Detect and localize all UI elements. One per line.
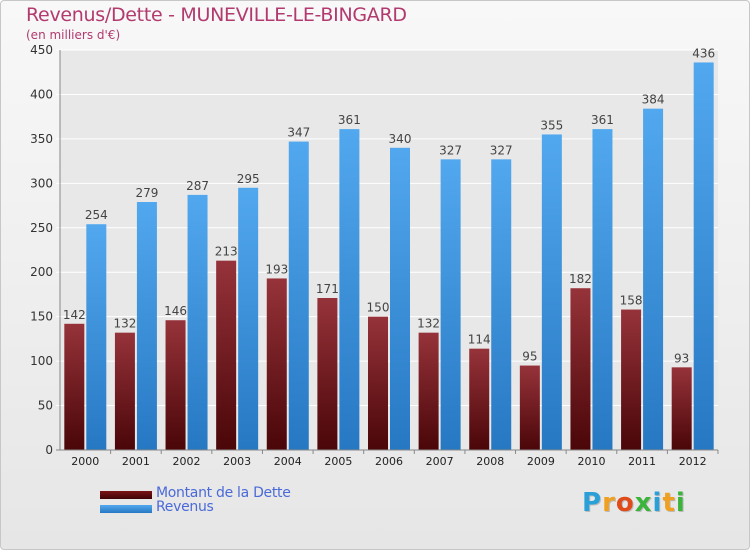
bar-revenus bbox=[643, 108, 664, 451]
logo-letter: t bbox=[662, 488, 676, 518]
data-label-dette: 193 bbox=[265, 262, 288, 276]
legend-label-dette: Montant de la Dette bbox=[156, 485, 291, 501]
y-tick-label: 50 bbox=[38, 399, 53, 413]
data-label-dette: 150 bbox=[367, 301, 390, 315]
bar-revenus bbox=[592, 129, 613, 450]
y-tick-label: 300 bbox=[30, 176, 53, 190]
bar-dette bbox=[114, 332, 135, 450]
data-label-revenus: 295 bbox=[237, 172, 260, 186]
bar-revenus bbox=[86, 224, 107, 450]
bar-revenus bbox=[491, 159, 512, 451]
data-label-revenus: 340 bbox=[389, 132, 412, 146]
bar-revenus bbox=[187, 194, 208, 450]
bar-dette bbox=[317, 298, 338, 450]
x-tick-label: 2010 bbox=[577, 455, 605, 468]
data-label-dette: 132 bbox=[417, 317, 440, 331]
y-tick-label: 100 bbox=[30, 354, 53, 368]
x-tick-label: 2004 bbox=[274, 455, 302, 468]
bar-dette bbox=[671, 367, 692, 450]
data-label-dette: 114 bbox=[468, 333, 491, 347]
bar-revenus bbox=[136, 202, 157, 450]
data-label-dette: 95 bbox=[522, 350, 537, 364]
y-tick-label: 200 bbox=[30, 265, 53, 279]
legend-swatch-dette bbox=[100, 491, 152, 499]
chart-title: Revenus/Dette - MUNEVILLE-LE-BINGARD bbox=[26, 4, 407, 26]
x-tick-label: 2001 bbox=[122, 455, 150, 468]
bar-dette bbox=[165, 320, 186, 450]
x-tick-label: 2011 bbox=[628, 455, 656, 468]
logo-letter: P bbox=[582, 488, 603, 518]
legend-label-revenus: Revenus bbox=[156, 499, 214, 515]
data-label-revenus: 347 bbox=[287, 126, 310, 140]
bar-revenus bbox=[390, 147, 410, 450]
data-label-dette: 142 bbox=[63, 308, 86, 322]
chart-subtitle: (en milliers d'€) bbox=[26, 28, 121, 42]
data-label-revenus: 384 bbox=[642, 93, 665, 107]
bar-revenus bbox=[288, 141, 309, 451]
bar-dette bbox=[519, 365, 540, 450]
x-tick-label: 2008 bbox=[476, 455, 504, 468]
x-tick-label: 2003 bbox=[223, 455, 251, 468]
bar-dette bbox=[418, 332, 439, 450]
x-tick-label: 2007 bbox=[426, 455, 454, 468]
data-label-dette: 146 bbox=[164, 304, 187, 318]
y-tick-label: 0 bbox=[45, 443, 53, 457]
bar-dette bbox=[469, 348, 490, 450]
proxiti-logo: Proxiti bbox=[582, 488, 686, 518]
logo-letter: o bbox=[615, 488, 635, 518]
y-tick-label: 150 bbox=[30, 310, 53, 324]
logo-letter: r bbox=[602, 488, 616, 518]
data-label-dette: 132 bbox=[113, 317, 136, 331]
data-label-dette: 158 bbox=[620, 294, 643, 308]
data-label-dette: 213 bbox=[215, 245, 238, 259]
bar-revenus bbox=[440, 159, 461, 451]
y-tick-label: 400 bbox=[30, 87, 53, 101]
bar-revenus bbox=[693, 62, 714, 450]
x-tick-label: 2009 bbox=[527, 455, 555, 468]
data-label-dette: 171 bbox=[316, 282, 339, 296]
plot-area bbox=[60, 50, 718, 450]
data-label-revenus: 327 bbox=[439, 143, 462, 157]
bar-dette bbox=[621, 309, 642, 450]
x-tick-label: 2006 bbox=[375, 455, 403, 468]
data-label-revenus: 361 bbox=[338, 113, 361, 127]
bar-revenus bbox=[541, 134, 562, 450]
data-label-revenus: 327 bbox=[490, 143, 513, 157]
x-tick-label: 2002 bbox=[173, 455, 201, 468]
data-label-dette: 93 bbox=[674, 351, 689, 365]
logo-letter: x bbox=[634, 488, 653, 518]
data-label-revenus: 287 bbox=[186, 179, 209, 193]
y-tick-label: 350 bbox=[30, 132, 53, 146]
data-label-revenus: 279 bbox=[135, 186, 158, 200]
data-label-revenus: 436 bbox=[692, 46, 715, 60]
bar-revenus bbox=[339, 129, 360, 450]
data-label-revenus: 355 bbox=[540, 118, 563, 132]
bar-dette bbox=[368, 316, 388, 450]
data-label-dette: 182 bbox=[569, 272, 592, 286]
logo-letter: i bbox=[675, 488, 686, 518]
data-label-revenus: 361 bbox=[591, 113, 614, 127]
legend-swatch-revenus bbox=[100, 505, 152, 513]
logo-letter: i bbox=[652, 488, 663, 518]
bar-dette bbox=[64, 323, 85, 450]
x-tick-label: 2012 bbox=[679, 455, 707, 468]
bar-dette bbox=[266, 278, 287, 450]
bar-dette bbox=[570, 288, 591, 450]
bar-revenus bbox=[238, 187, 259, 450]
x-tick-label: 2005 bbox=[324, 455, 352, 468]
y-tick-label: 250 bbox=[30, 221, 53, 235]
data-label-revenus: 254 bbox=[85, 208, 108, 222]
y-tick-label: 450 bbox=[30, 43, 53, 57]
x-tick-label: 2000 bbox=[71, 455, 99, 468]
bar-dette bbox=[216, 260, 237, 450]
